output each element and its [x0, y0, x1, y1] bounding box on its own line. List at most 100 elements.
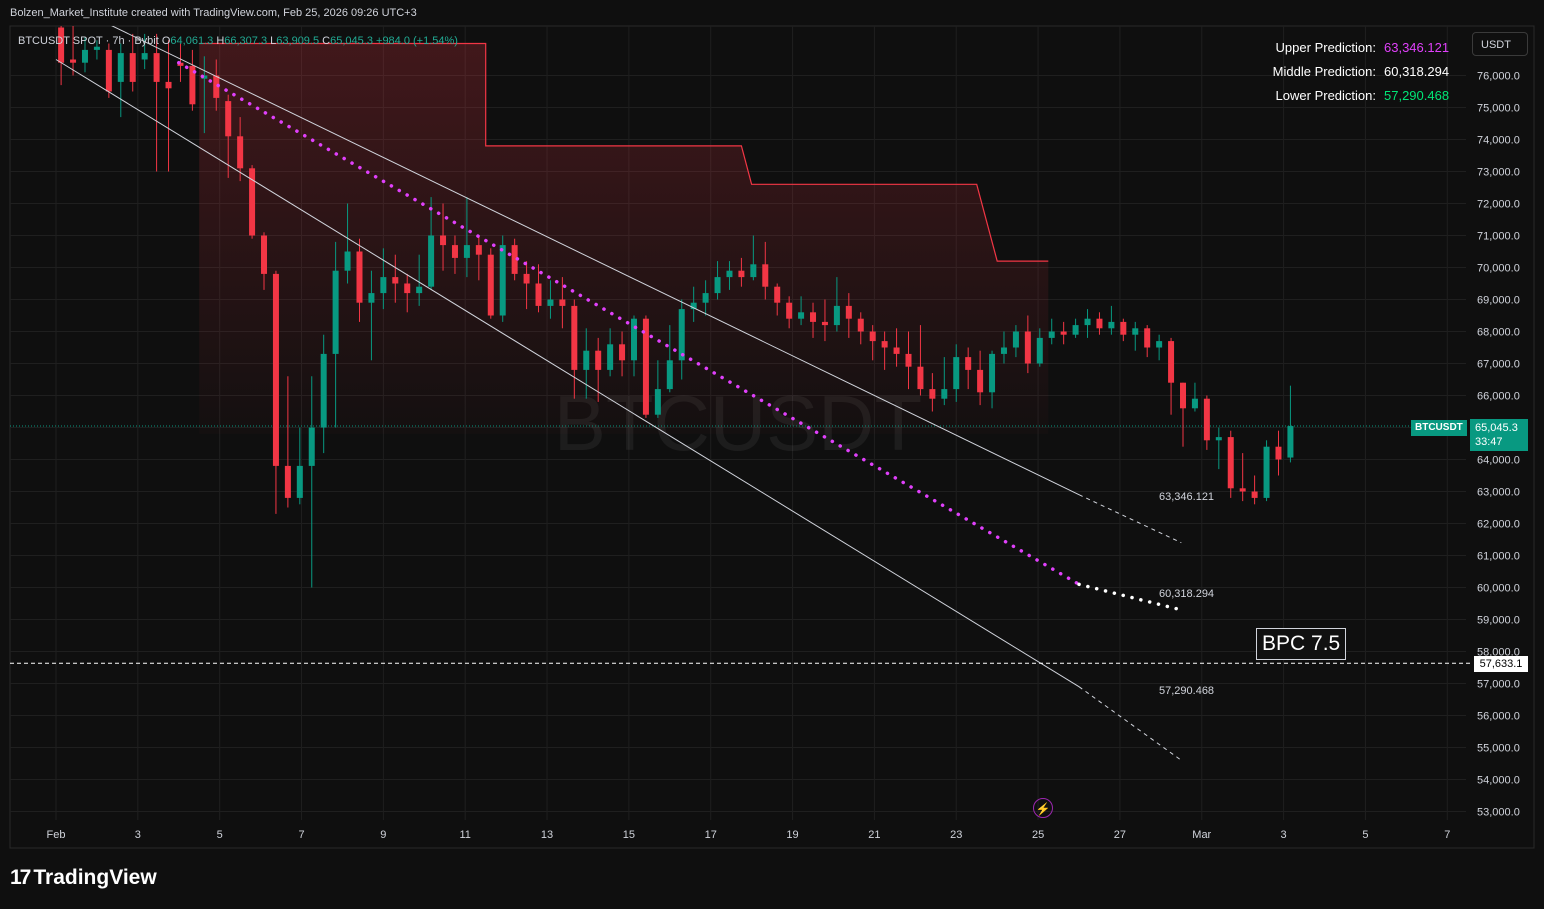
candle-body	[607, 344, 614, 370]
candle-body	[583, 350, 590, 370]
logo-mark: 17	[10, 866, 31, 889]
candle-body	[237, 136, 244, 169]
middle-prediction-extension-dots	[1077, 582, 1184, 612]
candle-body	[1287, 426, 1294, 458]
low-value: 63,909.5	[276, 35, 320, 47]
prediction-label: Middle Prediction:	[1272, 64, 1376, 79]
x-tick-label: 13	[541, 829, 553, 841]
candle-body	[1144, 328, 1151, 348]
candle-body	[70, 59, 77, 63]
y-tick-label: 58,000.0	[1477, 647, 1520, 659]
candle-body	[917, 366, 924, 390]
candle-body	[786, 302, 793, 319]
x-tick-label: 21	[868, 829, 880, 841]
y-tick-label: 60,000.0	[1477, 583, 1520, 595]
candle-body	[308, 427, 315, 466]
candle-body	[380, 277, 387, 294]
candle-body	[81, 49, 88, 63]
close-value: 65,045.3	[330, 35, 373, 47]
x-tick-label: 27	[1114, 829, 1126, 841]
candle-body	[857, 318, 864, 332]
upper-channel-line	[111, 26, 1080, 496]
candle-body	[499, 245, 506, 316]
candle-body	[1275, 446, 1282, 460]
tradingview-logo-icon[interactable]: 17 TradingView	[10, 866, 157, 890]
y-tick-label: 63,000.0	[1477, 487, 1520, 499]
candle-body	[989, 353, 996, 393]
candle-body	[356, 251, 363, 303]
x-tick-label: 23	[950, 829, 962, 841]
candle-body	[654, 389, 661, 415]
x-tick-label: 25	[1032, 829, 1044, 841]
candle-body	[463, 245, 470, 258]
middle-projection-label: 60,318.294	[1159, 588, 1215, 600]
y-tick-label: 68,000.0	[1477, 327, 1520, 339]
candle-body	[141, 53, 148, 60]
candle-body	[105, 49, 112, 92]
candle-body	[1084, 318, 1091, 326]
prediction-row-upper: Upper Prediction: 63,346.121	[1250, 38, 1464, 62]
open-value: 64,061.3	[170, 35, 214, 47]
x-tick-label: 7	[1444, 829, 1450, 841]
candle-body	[881, 341, 888, 348]
prediction-value: 63,346.121	[1384, 40, 1450, 55]
x-tick-label: 3	[135, 829, 141, 841]
candle-body	[153, 53, 160, 82]
candle-body	[1251, 491, 1258, 498]
candle-body	[738, 270, 745, 278]
candle-body	[1036, 337, 1043, 364]
y-tick-label: 57,000.0	[1477, 679, 1520, 691]
candle-body	[475, 245, 482, 255]
candle-body	[225, 101, 232, 137]
y-tick-label: 56,000.0	[1477, 711, 1520, 723]
candle-body	[845, 305, 852, 319]
candle-body	[392, 277, 399, 284]
symbol-price-label: BTCUSDT	[1411, 420, 1467, 436]
candle-body	[678, 309, 685, 361]
currency-button[interactable]: USDT	[1472, 32, 1528, 56]
prediction-label: Lower Prediction:	[1275, 88, 1376, 103]
x-tick-label: Mar	[1192, 829, 1211, 841]
low-key: L	[270, 35, 277, 47]
candle-body	[1000, 347, 1007, 354]
candle-body	[1024, 331, 1031, 364]
symbol-name[interactable]: BTCUSDT SPOT · 7h · Bybit	[18, 35, 159, 47]
chart-frame	[9, 25, 1535, 849]
y-tick-label: 59,000.0	[1477, 615, 1520, 627]
prediction-label: Upper Prediction:	[1275, 40, 1376, 55]
candle-body	[905, 353, 912, 367]
plot-area	[10, 26, 1466, 761]
x-tick-label: 9	[380, 829, 386, 841]
candle-body	[714, 277, 721, 294]
prediction-table: Upper Prediction: 63,346.121 Middle Predi…	[1250, 38, 1464, 110]
candle-body	[642, 318, 649, 415]
candle-body	[619, 344, 626, 361]
candle-body	[869, 331, 876, 342]
candle-body	[272, 273, 279, 466]
candle-body	[368, 293, 375, 303]
y-tick-label: 61,000.0	[1477, 551, 1520, 563]
candle-body	[941, 389, 948, 399]
x-tick-label: 15	[623, 829, 635, 841]
candle-body	[58, 27, 65, 63]
candle-body	[1180, 382, 1187, 409]
candle-body	[535, 283, 542, 306]
candle-body	[344, 251, 351, 271]
candle-body	[750, 264, 757, 278]
candle-body	[117, 53, 124, 82]
open-key: O	[161, 35, 171, 47]
symbol-legend: BTCUSDT SPOT · 7h · Bybit O64,061.3 H66,…	[18, 35, 458, 47]
candle-body	[213, 75, 220, 98]
y-tick-label: 72,000.0	[1477, 199, 1520, 211]
candle-body	[630, 318, 637, 361]
candle-body	[595, 350, 602, 370]
candle-body	[1239, 488, 1246, 492]
candle-body	[559, 299, 566, 306]
prediction-row-lower: Lower Prediction: 57,290.468	[1250, 86, 1464, 110]
candle-body	[261, 235, 268, 274]
middle-prediction-dots	[177, 60, 1081, 587]
y-tick-label: 70,000.0	[1477, 263, 1520, 275]
lightning-bolt-icon[interactable]: ⚡	[1033, 798, 1053, 818]
candle-body	[1156, 341, 1163, 348]
